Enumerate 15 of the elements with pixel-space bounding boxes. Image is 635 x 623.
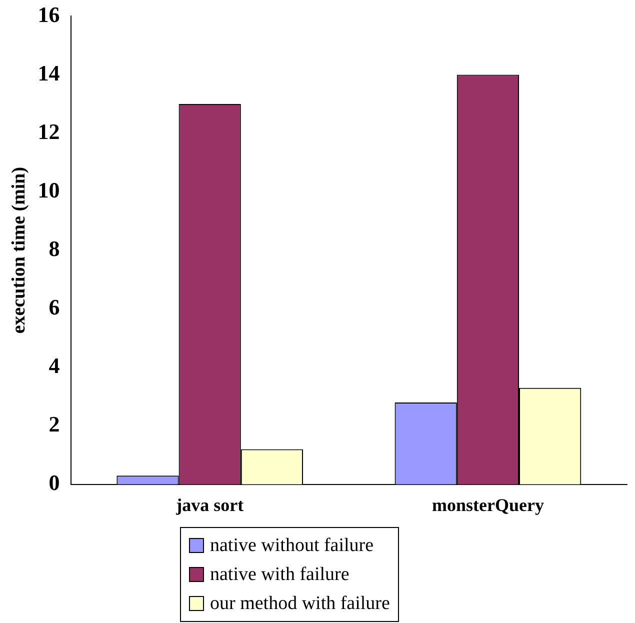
- y-tick-label: 12: [38, 118, 60, 144]
- y-tick-label: 10: [38, 177, 60, 202]
- y-tick-label: 16: [38, 2, 60, 27]
- legend-label: native without failure: [210, 534, 374, 556]
- y-tick-label: 14: [38, 60, 60, 86]
- legend-label: native with failure: [210, 564, 350, 586]
- y-tick-label: 6: [48, 294, 60, 320]
- y-tick-label: 4: [48, 353, 60, 378]
- x-tick-label: monsterQuery: [432, 494, 544, 515]
- y-axis-title: execution time (min): [8, 166, 30, 334]
- y-tick-label: 2: [48, 412, 60, 437]
- legend-label: our method with failure: [210, 592, 390, 614]
- y-tick-label: 0: [48, 470, 60, 496]
- x-tick-label: java sort: [175, 494, 244, 515]
- y-tick-label: 8: [48, 236, 60, 261]
